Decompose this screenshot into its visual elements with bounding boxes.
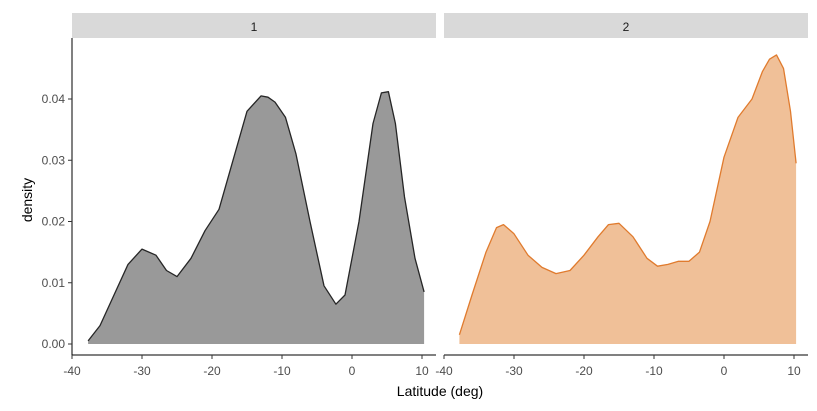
x-tick-label: -30 [505, 364, 523, 378]
x-tick-label: 0 [721, 364, 728, 378]
y-tick-label: 0.04 [42, 92, 66, 106]
panel-strip-label-2: 2 [623, 20, 630, 34]
y-tick-label: 0.02 [42, 215, 66, 229]
y-axis-title: density [19, 178, 35, 222]
x-tick-label: -20 [203, 364, 221, 378]
y-tick-label: 0.03 [42, 153, 66, 167]
x-tick-label: 10 [415, 364, 429, 378]
y-tick-label: 0.00 [42, 337, 66, 351]
x-tick-label: -40 [63, 364, 81, 378]
x-tick-label: -10 [273, 364, 291, 378]
density-area-panel-1 [88, 91, 425, 344]
panel-strip-2 [444, 13, 808, 38]
density-area-panel-2 [459, 54, 797, 345]
x-tick-label: 0 [349, 364, 356, 378]
y-tick-label: 0.01 [42, 276, 66, 290]
x-tick-label: -10 [645, 364, 663, 378]
density-line-panel-2 [458, 54, 797, 335]
x-tick-label: -40 [435, 364, 453, 378]
x-axis-title: Latitude (deg) [397, 383, 483, 399]
panel-strip-label-1: 1 [251, 20, 258, 34]
density-line-panel-1 [87, 91, 425, 342]
panel-strip-1 [72, 13, 436, 38]
x-tick-label: -30 [133, 364, 151, 378]
x-tick-label: 10 [787, 364, 801, 378]
x-tick-label: -20 [575, 364, 593, 378]
